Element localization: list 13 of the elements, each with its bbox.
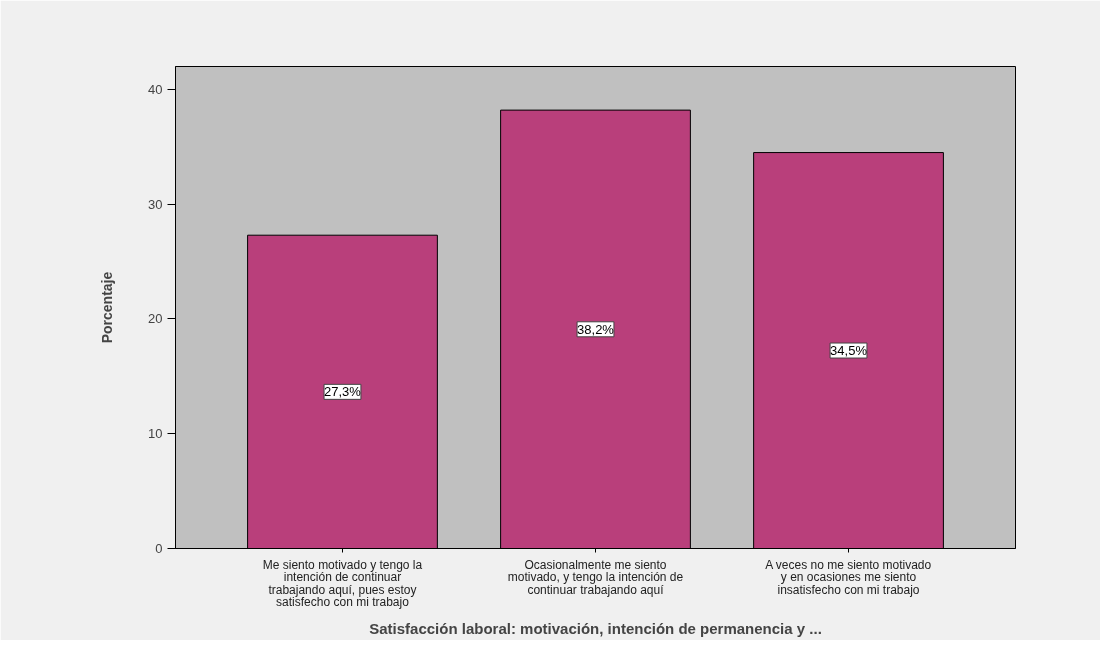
data-label: 38,2% [577,321,615,337]
y-axis-title: Porcentaje [99,271,116,344]
x-tick-label: A veces no me siento motivado y en ocasiones me siento insatisfecho con mi trabajo [765,557,932,597]
x-tick-label: Me siento motivado y tengo la intención de continuar trabajando aquí, pues estoy satisfecho con mi trabajo [262,557,423,610]
data-label: 27,3% [324,384,362,400]
y-tick-label: 20 [148,311,163,327]
y-tick-label: 40 [148,81,163,97]
y-tick-label: 0 [155,541,163,556]
x-axis-title: Satisfacción laboral: motivación, intención de permanencia y ... [369,620,822,638]
y-tick-label: 10 [148,426,163,442]
x-tick-label: Ocasionalmente me siento motivado, y tengo la intención de continuar trabajando aquí [507,557,684,597]
y-tick-label: 30 [148,196,163,212]
data-label: 34,5% [830,343,868,359]
